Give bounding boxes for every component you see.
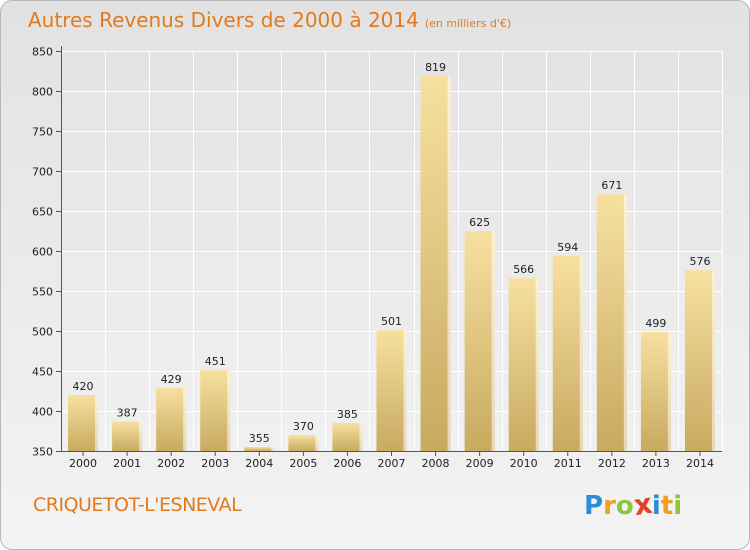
y-tick-label: 750 xyxy=(32,126,53,139)
bar-2000 xyxy=(68,395,99,451)
bar-highlight xyxy=(271,447,275,451)
x-tick-label: 2007 xyxy=(378,457,406,470)
x-tick-label: 2005 xyxy=(289,457,317,470)
x-tick-label: 2013 xyxy=(642,457,670,470)
logo-letter: o xyxy=(615,491,634,521)
y-tick-label: 850 xyxy=(32,46,53,59)
x-tick-label: 2000 xyxy=(69,457,97,470)
bar-2009 xyxy=(464,231,495,451)
bar-highlight xyxy=(711,270,715,451)
y-tick-label: 550 xyxy=(32,286,53,299)
bar-2003 xyxy=(200,370,231,451)
x-tick-label: 2009 xyxy=(466,457,494,470)
logo-letter: x xyxy=(631,486,655,523)
value-label: 387 xyxy=(117,406,138,419)
chart-title: Autres Revenus Divers de 2000 à 2014 (en … xyxy=(28,8,511,32)
value-label: 819 xyxy=(425,61,446,74)
value-label: 420 xyxy=(73,380,94,393)
value-label: 594 xyxy=(557,241,578,254)
logo-letter: r xyxy=(603,491,616,521)
x-tick-label: 2010 xyxy=(510,457,538,470)
bar-highlight xyxy=(315,435,319,451)
bar-highlight xyxy=(95,395,99,451)
bar-highlight xyxy=(139,421,143,451)
x-tick-label: 2001 xyxy=(113,457,141,470)
value-label: 501 xyxy=(381,315,402,328)
y-tick-label: 450 xyxy=(32,366,53,379)
logo-letter: P xyxy=(584,491,604,521)
value-label: 671 xyxy=(601,179,622,192)
value-label: 576 xyxy=(689,255,710,268)
bar-2011 xyxy=(552,255,583,451)
commune-name: CRIQUETOT-L'ESNEVAL xyxy=(33,494,242,516)
value-label: 625 xyxy=(469,216,490,229)
bar-2012 xyxy=(596,194,627,451)
bars xyxy=(68,75,715,452)
bar-highlight xyxy=(667,331,671,451)
bar-highlight xyxy=(227,370,231,451)
logo-letter: t xyxy=(660,491,674,521)
bar-highlight xyxy=(183,387,187,451)
value-label: 451 xyxy=(205,355,226,368)
value-label: 566 xyxy=(513,263,534,276)
y-tick-label: 600 xyxy=(32,246,53,259)
y-tick-label: 500 xyxy=(32,326,53,339)
value-label: 499 xyxy=(645,317,666,330)
unit-label: (en milliers d'€) xyxy=(424,17,512,30)
bar-2005 xyxy=(288,435,319,451)
bar-2006 xyxy=(332,423,363,451)
y-tick-label: 800 xyxy=(32,86,53,99)
logo-letter: i xyxy=(651,491,661,521)
bar-2008 xyxy=(420,75,451,452)
bar-highlight xyxy=(447,75,451,452)
value-label: 370 xyxy=(293,420,314,433)
bar-highlight xyxy=(579,255,583,451)
value-label: 355 xyxy=(249,432,270,445)
y-tick-label: 400 xyxy=(32,406,53,419)
value-label: 429 xyxy=(161,373,182,386)
bar-2014 xyxy=(684,270,715,451)
axes xyxy=(56,46,722,456)
y-tick-label: 650 xyxy=(32,206,53,219)
bar-highlight xyxy=(623,194,627,451)
title-text: Autres Revenus Divers de 2000 à 2014 xyxy=(28,8,419,32)
bar-highlight xyxy=(535,278,539,451)
y-tick-label: 700 xyxy=(32,166,53,179)
x-tick-label: 2012 xyxy=(598,457,626,470)
x-tick-label: 2003 xyxy=(201,457,229,470)
y-tick-label: 350 xyxy=(32,446,53,459)
bar-2010 xyxy=(508,278,539,451)
bar-highlight xyxy=(403,330,407,451)
x-tick-label: 2011 xyxy=(554,457,582,470)
labels: 350 400 450 500 550 600 650 700 750 800 850 420 2000… xyxy=(32,46,714,471)
x-tick-label: 2004 xyxy=(245,457,273,470)
x-tick-label: 2006 xyxy=(333,457,361,470)
bar-2001 xyxy=(112,421,143,451)
value-label: 385 xyxy=(337,408,358,421)
x-tick-label: 2014 xyxy=(686,457,714,470)
bar-2004 xyxy=(244,447,275,451)
x-tick-label: 2002 xyxy=(157,457,185,470)
bar-2007 xyxy=(376,330,407,451)
bar-2013 xyxy=(640,331,671,451)
bar-highlight xyxy=(359,423,363,451)
logo-letter: i xyxy=(673,491,683,521)
bar-2002 xyxy=(156,387,187,451)
proxiti-logo: Proxiti xyxy=(584,486,683,523)
x-tick-label: 2008 xyxy=(422,457,450,470)
bar-highlight xyxy=(491,231,495,451)
